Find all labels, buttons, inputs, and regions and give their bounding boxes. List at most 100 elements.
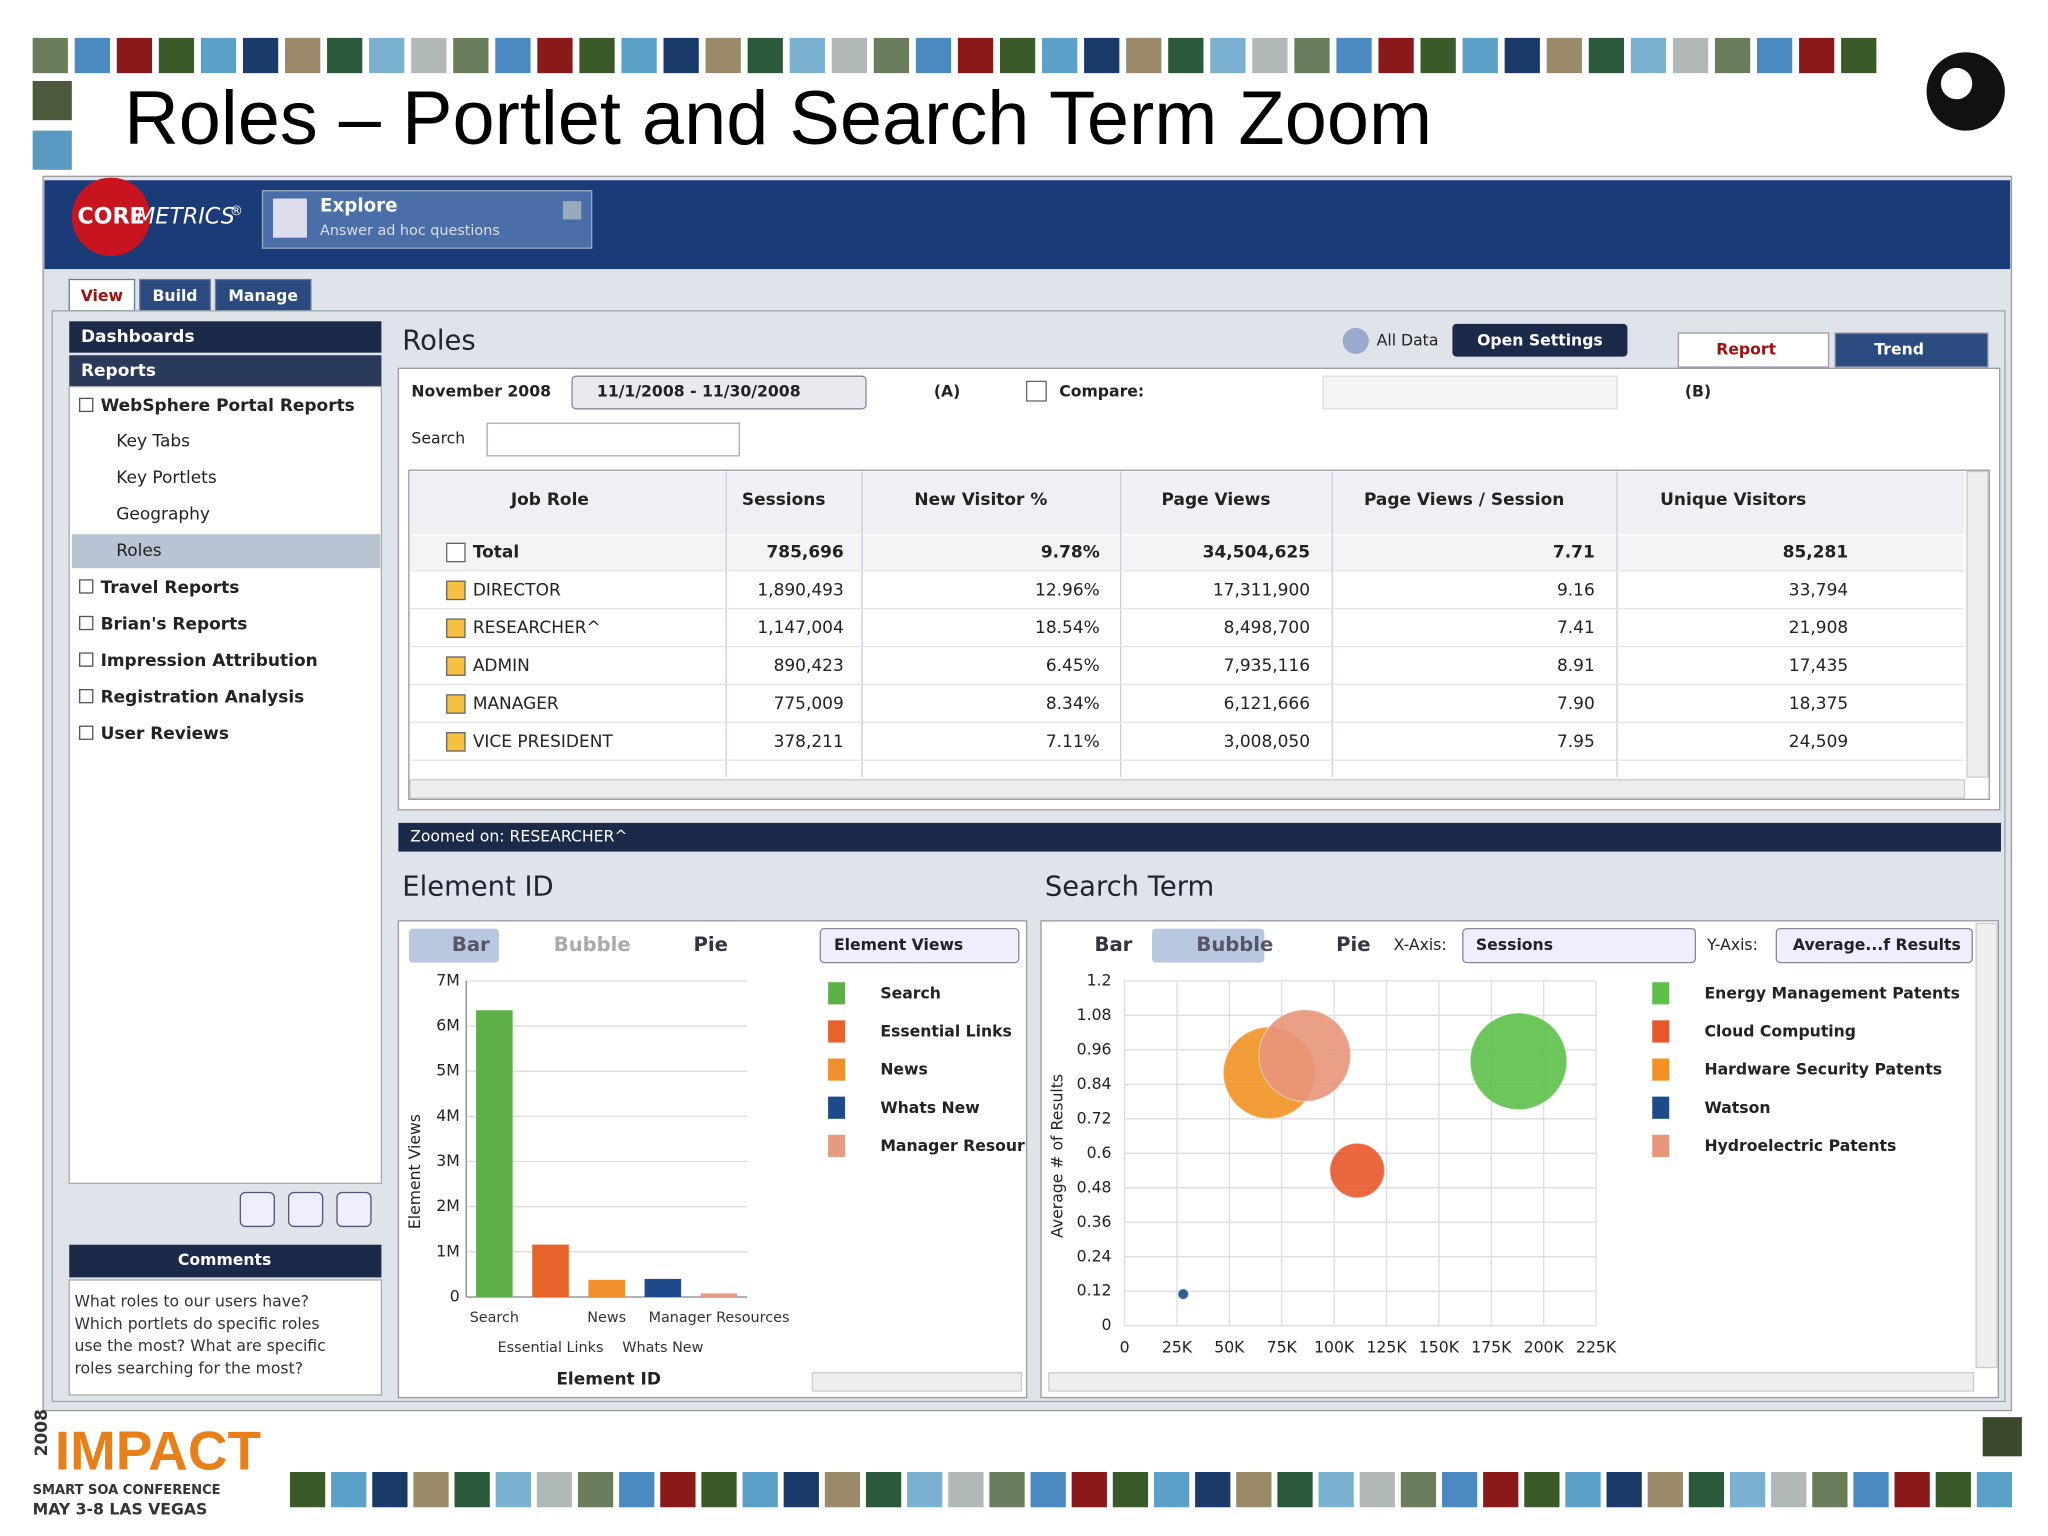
label[interactable]: Bubble bbox=[1196, 933, 1273, 956]
thumbnail bbox=[1168, 37, 1204, 74]
y-tick-label: 0.96 bbox=[1077, 1039, 1112, 1058]
thumbnail bbox=[1935, 1472, 1971, 1508]
logo-badge bbox=[71, 177, 151, 256]
row-checkbox[interactable] bbox=[446, 732, 466, 752]
label[interactable]: Brian's Reports bbox=[101, 614, 248, 634]
expander bbox=[79, 579, 94, 594]
label[interactable]: Element Views bbox=[834, 935, 963, 954]
label[interactable]: Reports bbox=[81, 361, 156, 381]
label[interactable]: Bar bbox=[452, 933, 490, 956]
legend-swatch bbox=[1652, 982, 1670, 1005]
comments-header bbox=[69, 1244, 382, 1278]
thumbnail bbox=[289, 1472, 326, 1508]
bar bbox=[532, 1244, 569, 1297]
x-tick-label: 0 bbox=[1120, 1337, 1130, 1356]
search-input[interactable] bbox=[486, 422, 740, 457]
label[interactable]: User Reviews bbox=[101, 724, 229, 744]
thumbnail bbox=[1210, 37, 1246, 74]
label[interactable]: WebSphere Portal Reports bbox=[101, 396, 355, 416]
thumbnail bbox=[619, 1472, 655, 1508]
label[interactable]: Pie bbox=[694, 933, 728, 956]
label[interactable]: Bubble bbox=[554, 933, 631, 956]
label: 21,908 bbox=[1789, 618, 1848, 638]
label[interactable]: Average...f Results bbox=[1793, 935, 1961, 954]
label[interactable]: Bar bbox=[1095, 933, 1133, 956]
label[interactable]: Travel Reports bbox=[101, 578, 240, 598]
checkbox[interactable] bbox=[1025, 380, 1047, 402]
row-checkbox[interactable] bbox=[446, 542, 466, 563]
label[interactable]: Sessions bbox=[1476, 935, 1553, 954]
nav-tool[interactable] bbox=[288, 1191, 324, 1228]
x-dropdown[interactable] bbox=[1462, 928, 1696, 964]
explore-button[interactable] bbox=[261, 190, 593, 249]
label[interactable]: Report bbox=[1716, 340, 1776, 359]
tab[interactable] bbox=[214, 278, 312, 312]
row-checkbox[interactable] bbox=[446, 656, 466, 676]
label[interactable]: Open Settings bbox=[1477, 330, 1603, 349]
footer-year: 2008 bbox=[32, 1409, 52, 1456]
nav-tool[interactable] bbox=[239, 1191, 275, 1228]
label[interactable]: Pie bbox=[1336, 933, 1370, 956]
label: ® bbox=[230, 204, 243, 219]
trend-tab[interactable] bbox=[1834, 332, 1989, 368]
row-checkbox[interactable] bbox=[446, 694, 466, 714]
label[interactable]: Key Portlets bbox=[116, 468, 217, 488]
label: VICE PRESIDENT bbox=[473, 732, 614, 752]
bar bbox=[644, 1278, 682, 1297]
label: MANAGER bbox=[473, 694, 559, 714]
bar-button[interactable] bbox=[408, 928, 499, 963]
label: Y-Axis: bbox=[1706, 935, 1758, 954]
label: Search Term bbox=[1045, 872, 1214, 903]
label[interactable]: Registration Analysis bbox=[101, 687, 305, 707]
label: 7.95 bbox=[1557, 732, 1595, 752]
column-header[interactable]: Page Views / Session bbox=[1364, 490, 1564, 510]
row-checkbox[interactable] bbox=[446, 618, 466, 639]
explore-icon bbox=[272, 198, 307, 238]
y-dropdown[interactable] bbox=[1775, 928, 1973, 964]
bubble-button[interactable] bbox=[1152, 928, 1265, 963]
label: 7,935,116 bbox=[1224, 656, 1310, 676]
label[interactable]: Trend bbox=[1874, 340, 1924, 359]
thumbnail bbox=[1853, 1472, 1889, 1508]
h-scrollbar bbox=[811, 1372, 1023, 1392]
date-dropdown[interactable] bbox=[571, 375, 867, 410]
legend-label: News bbox=[880, 1060, 928, 1079]
label[interactable]: Key Tabs bbox=[116, 431, 190, 451]
open-settings-button[interactable] bbox=[1452, 323, 1628, 357]
label: 6,121,666 bbox=[1224, 694, 1310, 714]
column-header[interactable]: Page Views bbox=[1162, 490, 1271, 510]
thumbnail bbox=[824, 1472, 861, 1508]
thumbnail bbox=[948, 1472, 984, 1508]
label[interactable]: Roles bbox=[116, 541, 162, 561]
tab[interactable] bbox=[139, 278, 211, 312]
label[interactable]: Manage bbox=[228, 286, 298, 305]
legend-swatch bbox=[828, 982, 846, 1005]
column-header[interactable]: Unique Visitors bbox=[1660, 490, 1806, 510]
label[interactable]: Build bbox=[153, 286, 198, 305]
x-axis-label: Element ID bbox=[556, 1369, 661, 1389]
nav-tool[interactable] bbox=[336, 1191, 372, 1228]
label[interactable]: All Data bbox=[1377, 330, 1439, 349]
measure-dropdown[interactable] bbox=[819, 928, 1020, 964]
tab[interactable] bbox=[68, 278, 136, 312]
row-checkbox[interactable] bbox=[446, 580, 466, 601]
label[interactable]: Geography bbox=[116, 505, 210, 525]
label[interactable]: View bbox=[81, 286, 123, 305]
thumbnail bbox=[1672, 37, 1709, 74]
table-header bbox=[410, 471, 1965, 535]
thumbnail bbox=[536, 1472, 573, 1508]
label: 12.96% bbox=[1035, 580, 1100, 600]
label[interactable]: Dashboards bbox=[81, 327, 195, 347]
column-header[interactable]: New Visitor % bbox=[914, 490, 1047, 510]
v-scrollbar bbox=[1975, 922, 1998, 1369]
label: (B) bbox=[1685, 381, 1711, 400]
thumbnail bbox=[1400, 1472, 1437, 1508]
label[interactable]: Impression Attribution bbox=[101, 651, 318, 671]
label: 6.45% bbox=[1046, 656, 1100, 676]
thumbnail bbox=[1630, 37, 1667, 74]
column-header[interactable]: Job Role bbox=[510, 490, 589, 510]
legend-label: Essential Links bbox=[880, 1022, 1012, 1041]
report-tab[interactable] bbox=[1677, 332, 1830, 368]
column-header[interactable]: Sessions bbox=[742, 490, 826, 510]
